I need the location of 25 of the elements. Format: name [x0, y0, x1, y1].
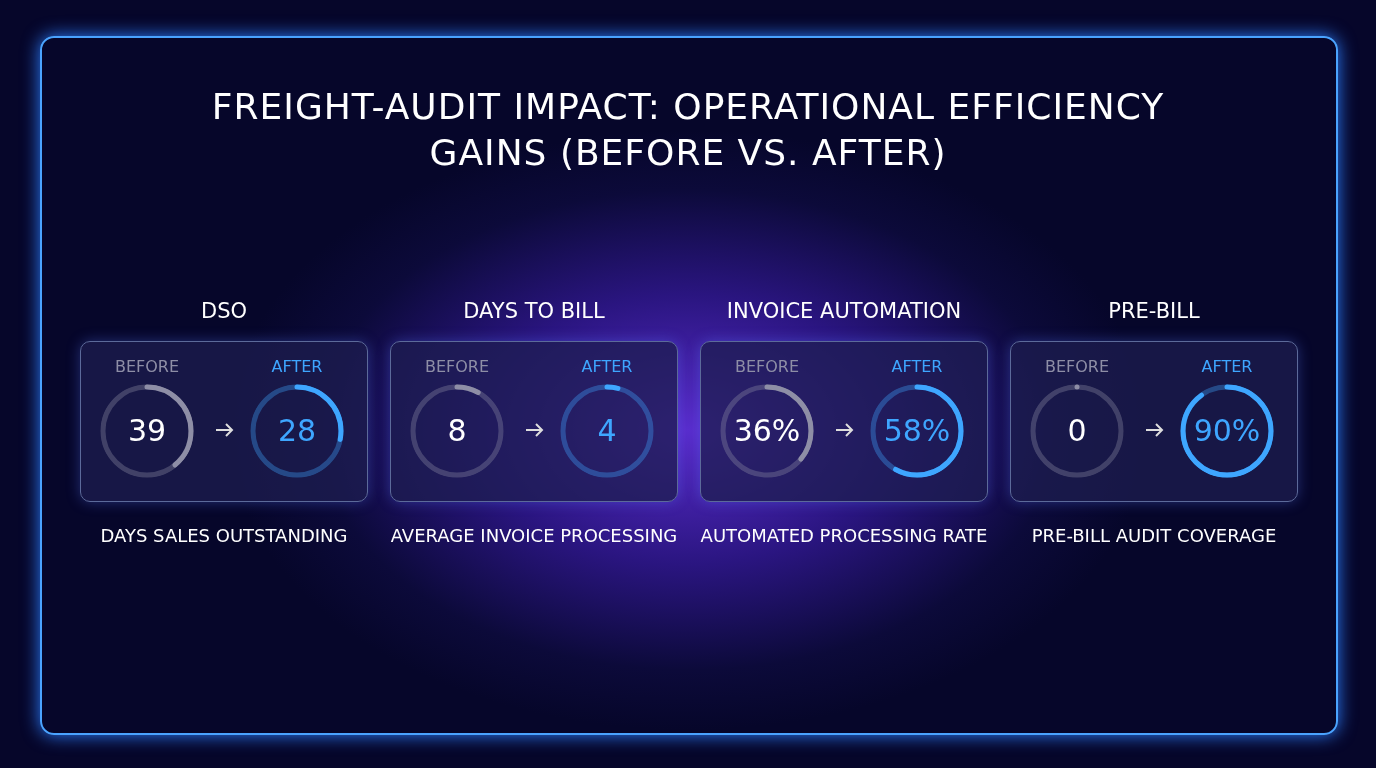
text: PRE-BILL AUDIT COVERAGE	[1030, 524, 1278, 548]
data-label: 8	[446, 412, 468, 450]
category-label: AFTER	[890, 357, 944, 376]
category-label: AFTER	[1200, 357, 1254, 376]
data-label: 0	[1066, 412, 1088, 450]
data-label: 90%	[1192, 412, 1262, 450]
text: DSO	[200, 298, 248, 325]
text: DAYS TO BILL	[462, 298, 606, 325]
data-label: 4	[596, 412, 618, 450]
category-label: BEFORE	[733, 357, 801, 376]
text: DAYS SALES OUTSTANDING	[99, 524, 349, 548]
category-label: AFTER	[270, 357, 324, 376]
data-label: 58%	[882, 412, 952, 450]
data-label: 36%	[732, 412, 802, 450]
text: PRE-BILL	[1107, 298, 1201, 325]
category-label: AFTER	[580, 357, 634, 376]
data-label: 39	[126, 412, 168, 450]
text: AVERAGE INVOICE PROCESSING	[390, 524, 678, 548]
category-label: BEFORE	[113, 357, 181, 376]
category-label: BEFORE	[1043, 357, 1111, 376]
data-label: 28	[276, 412, 318, 450]
text: INVOICE AUTOMATION	[725, 298, 963, 325]
text: FREIGHT-AUDIT IMPACT: OPERATIONAL EFFICIENCY GAINS (BEFORE VS. AFTER)	[210, 85, 1166, 175]
text: AUTOMATED PROCESSING RATE	[700, 524, 988, 548]
category-label: BEFORE	[423, 357, 491, 376]
